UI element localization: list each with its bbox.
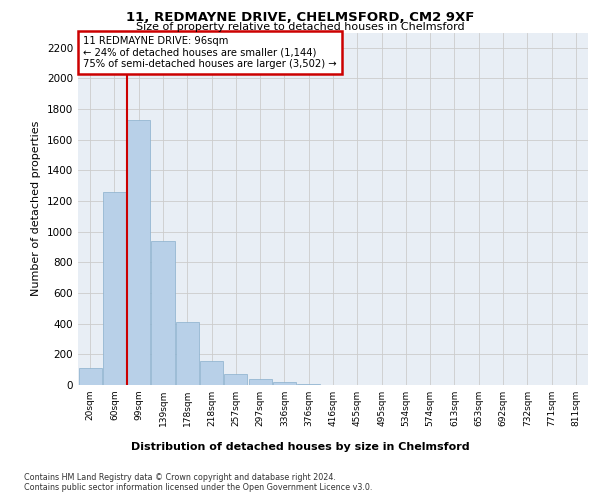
Bar (176, 322, 199, 385)
Text: Contains public sector information licensed under the Open Government Licence v3: Contains public sector information licen… (24, 482, 373, 492)
Bar (103, 192, 126, 385)
Text: Contains HM Land Registry data © Crown copyright and database right 2024.: Contains HM Land Registry data © Crown c… (24, 472, 336, 482)
Y-axis label: Number of detached properties: Number of detached properties (31, 121, 41, 296)
Bar (297, 384, 320, 385)
Bar (224, 374, 247, 385)
Bar (273, 382, 296, 385)
Bar (79, 368, 101, 385)
Text: 11 REDMAYNE DRIVE: 96sqm
← 24% of detached houses are smaller (1,144)
75% of sem: 11 REDMAYNE DRIVE: 96sqm ← 24% of detach… (83, 36, 337, 69)
Bar (200, 361, 223, 385)
Bar (248, 379, 272, 385)
Text: 11, REDMAYNE DRIVE, CHELMSFORD, CM2 9XF: 11, REDMAYNE DRIVE, CHELMSFORD, CM2 9XF (126, 11, 474, 24)
Bar (127, 120, 150, 385)
Bar (151, 241, 175, 385)
Text: Distribution of detached houses by size in Chelmsford: Distribution of detached houses by size … (131, 442, 469, 452)
Text: Size of property relative to detached houses in Chelmsford: Size of property relative to detached ho… (136, 22, 464, 32)
